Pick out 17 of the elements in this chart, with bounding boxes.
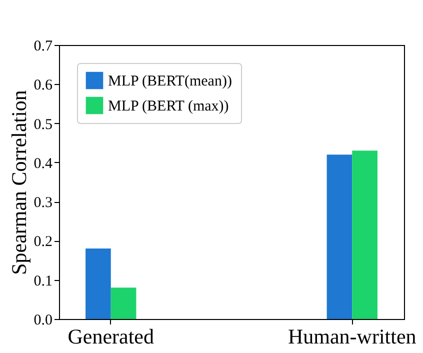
- y-tick-label: 0.4: [34, 156, 53, 172]
- y-tick-label: 0.6: [34, 78, 53, 94]
- y-tick-label: 0.2: [34, 234, 52, 250]
- bar: [326, 154, 352, 319]
- y-tick-label: 0.0: [34, 312, 52, 328]
- y-tick-label: 0.1: [34, 273, 52, 290]
- bar: [110, 288, 136, 319]
- y-tick-label: 0.3: [34, 195, 52, 212]
- y-tick-label: 0.7: [34, 38, 53, 54]
- legend-label: MLP (BERT (max)): [108, 98, 229, 114]
- y-tick-label: 0.5: [34, 116, 52, 133]
- x-tick-label: Human-written: [288, 324, 417, 348]
- bar: [352, 150, 378, 319]
- legend-label: MLP (BERT(mean)): [108, 74, 232, 90]
- y-axis-title: Spearman Correlation: [6, 90, 31, 275]
- bar: [86, 248, 111, 319]
- x-tick-label: Generated: [68, 324, 155, 348]
